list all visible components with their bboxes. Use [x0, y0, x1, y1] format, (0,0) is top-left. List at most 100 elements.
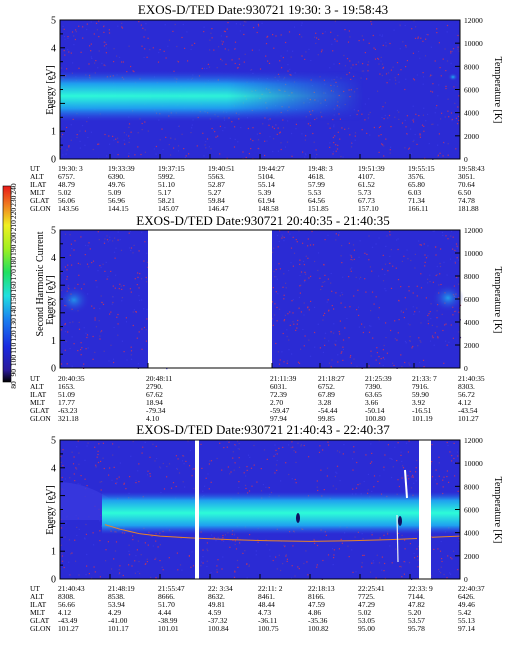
- y-tick-label: 0: [51, 364, 56, 375]
- noise-dot: [78, 463, 80, 465]
- noise-dot: [74, 240, 76, 242]
- noise-dot: [224, 127, 226, 129]
- noise-dot: [442, 479, 444, 481]
- orbit-value: -16.51: [412, 406, 432, 415]
- noise-dot: [210, 148, 212, 150]
- noise-dot: [115, 247, 117, 249]
- noise-dot: [190, 566, 192, 568]
- noise-dot: [168, 557, 170, 559]
- noise-dot: [427, 245, 429, 247]
- noise-dot: [438, 456, 440, 458]
- noise-dot: [443, 476, 445, 478]
- noise-dot: [334, 343, 336, 345]
- noise-dot: [128, 141, 130, 143]
- orbit-row-label: ILAT: [30, 180, 47, 189]
- noise-dot: [288, 473, 290, 476]
- noise-dot: [332, 564, 334, 566]
- noise-dot: [251, 485, 253, 487]
- noise-dot: [117, 313, 119, 316]
- noise-dot: [282, 446, 284, 448]
- noise-dot: [69, 477, 71, 479]
- noise-dot: [115, 541, 118, 543]
- noise-dot: [326, 467, 329, 469]
- noise-dot: [64, 330, 67, 333]
- noise-dot: [244, 484, 247, 486]
- noise-dot: [456, 276, 458, 279]
- y-tick-label: 3: [51, 281, 56, 292]
- noise-dot: [67, 37, 69, 39]
- noise-dot: [76, 468, 78, 470]
- noise-dot: [79, 263, 81, 265]
- noise-dot: [136, 284, 138, 286]
- noise-dot: [276, 568, 278, 570]
- noise-dot: [112, 358, 115, 360]
- noise-dot: [94, 351, 96, 353]
- noise-dot: [170, 487, 173, 489]
- noise-dot: [365, 454, 367, 456]
- noise-dot: [370, 325, 372, 327]
- noise-dot: [97, 67, 99, 69]
- noise-dot: [99, 481, 101, 483]
- noise-dot: [298, 362, 301, 364]
- noise-dot: [362, 39, 365, 41]
- noise-dot: [319, 277, 321, 279]
- noise-dot: [72, 321, 74, 323]
- noise-dot: [135, 555, 137, 557]
- noise-dot: [144, 241, 146, 243]
- noise-dot: [412, 292, 414, 294]
- noise-dot: [155, 145, 157, 148]
- noise-dot: [370, 310, 372, 312]
- noise-dot: [64, 266, 66, 268]
- noise-dot: [207, 473, 209, 475]
- noise-dot: [105, 549, 107, 551]
- noise-dot: [378, 275, 380, 277]
- noise-dot: [170, 137, 172, 139]
- orbit-value: -50.14: [365, 406, 385, 415]
- noise-dot: [137, 571, 139, 573]
- orbit-value: 5.02: [358, 608, 371, 617]
- noise-dot: [399, 24, 401, 26]
- noise-dot: [118, 446, 120, 448]
- noise-dot: [102, 457, 104, 459]
- noise-dot: [138, 295, 140, 297]
- orbit-value: 5.42: [458, 608, 471, 617]
- noise-dot: [344, 29, 346, 31]
- noise-dot: [274, 472, 276, 474]
- noise-dot: [371, 490, 373, 492]
- noise-dot: [80, 342, 82, 344]
- noise-dot: [88, 573, 90, 575]
- noise-dot: [246, 577, 248, 579]
- noise-dot: [226, 157, 228, 159]
- noise-dot: [390, 458, 392, 460]
- noise-dot: [349, 254, 351, 256]
- orbit-value: 3.28: [318, 398, 331, 407]
- noise-dot: [363, 480, 365, 483]
- noise-dot: [149, 473, 151, 475]
- noise-dot: [442, 329, 444, 332]
- noise-dot: [130, 247, 133, 249]
- noise-dot: [203, 67, 205, 70]
- noise-dot: [202, 556, 204, 558]
- noise-dot: [361, 129, 363, 131]
- noise-dot: [63, 566, 65, 569]
- noise-dot: [385, 42, 387, 44]
- noise-dot: [348, 276, 350, 278]
- orbit-value: 22:33: 9: [408, 584, 433, 593]
- y-tick-label: 5: [51, 16, 56, 27]
- y-tick-label: 0: [51, 155, 56, 166]
- noise-dot: [234, 543, 236, 546]
- noise-dot: [256, 31, 258, 34]
- noise-dot: [61, 133, 64, 136]
- orbit-value: 65.80: [408, 180, 425, 189]
- noise-dot: [92, 532, 94, 534]
- noise-dot: [446, 24, 449, 27]
- noise-dot: [303, 264, 305, 266]
- noise-dot: [317, 489, 319, 492]
- noise-dot: [66, 149, 68, 151]
- noise-dot: [118, 56, 121, 58]
- noise-dot: [125, 488, 127, 490]
- noise-dot: [352, 458, 354, 460]
- colorbar-tick-label: 90: [9, 369, 18, 377]
- edge-feature-right: [432, 284, 464, 312]
- noise-dot: [457, 247, 459, 249]
